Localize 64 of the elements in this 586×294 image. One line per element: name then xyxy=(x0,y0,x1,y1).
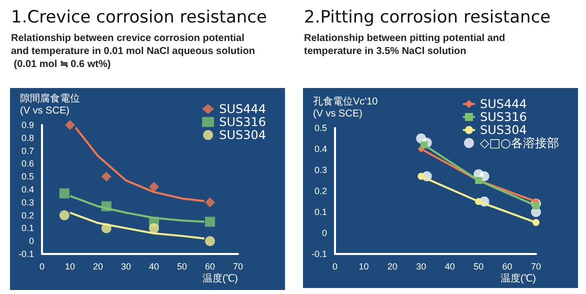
legend-label: SUS444 xyxy=(480,97,527,111)
x-tick-label: 30 xyxy=(120,262,132,272)
point xyxy=(205,236,215,246)
point xyxy=(101,172,112,182)
point xyxy=(532,202,540,210)
chart-title: 2.Pitting corrosion resistance xyxy=(304,8,551,28)
legend-label: ◇□○各溶接部 xyxy=(480,136,560,150)
y-axis-title: 隙間腐食電位 (V vs SCE) xyxy=(20,92,80,116)
point xyxy=(475,198,482,205)
x-axis-title: 温度(℃) xyxy=(202,272,238,284)
y-tick-label: -0.1 xyxy=(311,249,327,259)
chart-subtitle: Relationship between crevice corrosion potential and temperature in 0.01 mol NaCl aqueous solution (0.01 mol ≒ 0.6 wt%) xyxy=(11,33,255,70)
x-tick-label: 50 xyxy=(474,262,484,272)
point xyxy=(65,120,75,130)
y-tick-label: 0.3 xyxy=(21,197,34,208)
y-tick-label: -0.1 xyxy=(18,249,34,259)
x-tick-label: 0 xyxy=(39,262,45,272)
x-tick-label: 60 xyxy=(204,262,216,272)
x-tick-label: 40 xyxy=(444,262,455,272)
x-tick-label: 40 xyxy=(148,262,160,272)
y-tick-label: 0.5 xyxy=(314,123,327,133)
x-tick-label: 70 xyxy=(232,262,244,272)
legend-label: SUS316 xyxy=(480,110,527,124)
x-tick-label: 30 xyxy=(416,262,426,272)
y-tick-label: 0.2 xyxy=(314,186,327,196)
point xyxy=(59,210,70,220)
point xyxy=(59,188,70,198)
y-tick-label: 0.3 xyxy=(314,165,327,175)
x-axis-title: 温度(℃) xyxy=(500,272,536,284)
y-tick-label: 0 xyxy=(28,236,34,246)
y-tick-label: 0.4 xyxy=(21,184,34,194)
x-tick-label: 20 xyxy=(92,262,104,272)
point xyxy=(149,182,159,192)
legend-label: SUS304 xyxy=(480,123,527,137)
y-tick-label: 0.7 xyxy=(21,146,34,156)
y-tick-label: 0.4 xyxy=(314,144,327,154)
y-tick-label: 0.1 xyxy=(21,223,34,234)
x-tick-label: 10 xyxy=(64,262,76,272)
legend-label: SUS304 xyxy=(219,128,266,142)
point xyxy=(205,197,215,208)
point xyxy=(418,172,425,180)
chart-subtitle: Relationship between pitting potential and temperature in 3.5% NaCl solution xyxy=(304,33,506,57)
point xyxy=(205,216,215,227)
legend-label: SUS316 xyxy=(219,115,266,129)
y-axis-title: 孔食電位Vc'10 (V vs SCE) xyxy=(313,96,378,120)
point xyxy=(149,223,159,234)
y-tick-label: 0.8 xyxy=(21,132,34,143)
x-tick-label: 50 xyxy=(176,262,188,272)
x-tick-label: 0 xyxy=(332,262,338,272)
y-tick-label: 0.2 xyxy=(21,210,34,220)
y-tick-label: 0.5 xyxy=(21,172,34,182)
x-tick-label: 20 xyxy=(387,262,398,272)
x-tick-label: 70 xyxy=(530,262,542,272)
point xyxy=(532,219,540,226)
y-tick-label: 0 xyxy=(322,228,327,238)
x-tick-label: 10 xyxy=(358,262,369,272)
point xyxy=(420,141,428,148)
chart-title: 1.Crevice corrosion resistance xyxy=(11,8,267,28)
y-tick-label: 0.6 xyxy=(21,158,34,169)
legend-label: SUS444 xyxy=(219,102,266,116)
y-tick-label: 0.1 xyxy=(314,207,327,217)
y-tick-label: 0.9 xyxy=(21,120,34,130)
point xyxy=(479,171,490,182)
x-tick-label: 60 xyxy=(502,262,512,272)
